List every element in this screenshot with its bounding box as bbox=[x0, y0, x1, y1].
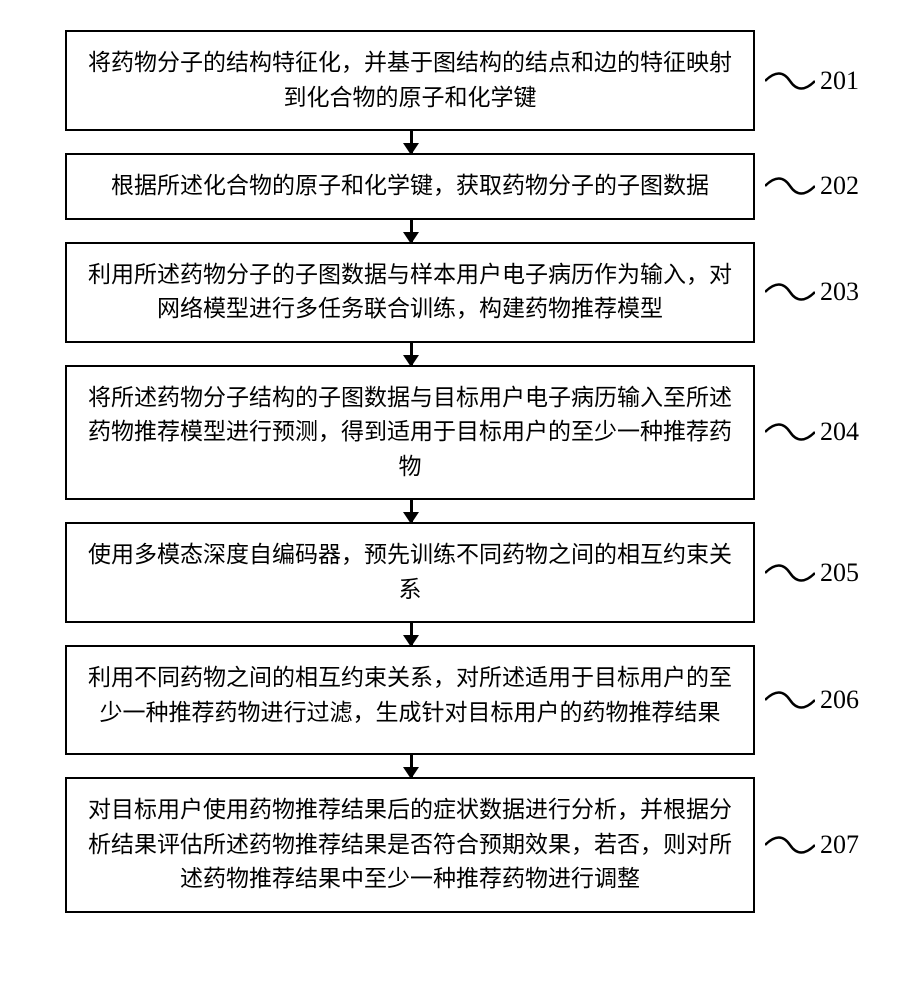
flow-arrow bbox=[410, 755, 413, 777]
connector-curve bbox=[765, 417, 815, 447]
step-label-207: 207 bbox=[765, 830, 881, 860]
step-box-201: 将药物分子的结构特征化，并基于图结构的结点和边的特征映射到化合物的原子和化学键 bbox=[65, 30, 755, 131]
flowchart-container: 将药物分子的结构特征化，并基于图结构的结点和边的特征映射到化合物的原子和化学键 … bbox=[20, 30, 881, 913]
step-label-202: 202 bbox=[765, 171, 881, 201]
step-number: 206 bbox=[820, 685, 859, 715]
step-label-206: 206 bbox=[765, 685, 881, 715]
step-row: 利用不同药物之间的相互约束关系，对所述适用于目标用户的至少一种推荐药物进行过滤，… bbox=[20, 645, 881, 755]
step-box-207: 对目标用户使用药物推荐结果后的症状数据进行分析，并根据分析结果评估所述药物推荐结… bbox=[65, 777, 755, 913]
flow-arrow bbox=[410, 343, 413, 365]
step-box-205: 使用多模态深度自编码器，预先训练不同药物之间的相互约束关系 bbox=[65, 522, 755, 623]
step-box-202: 根据所述化合物的原子和化学键，获取药物分子的子图数据 bbox=[65, 153, 755, 220]
step-label-205: 205 bbox=[765, 558, 881, 588]
step-box-203: 利用所述药物分子的子图数据与样本用户电子病历作为输入，对网络模型进行多任务联合训… bbox=[65, 242, 755, 343]
step-row: 使用多模态深度自编码器，预先训练不同药物之间的相互约束关系 205 bbox=[20, 522, 881, 623]
step-row: 利用所述药物分子的子图数据与样本用户电子病历作为输入，对网络模型进行多任务联合训… bbox=[20, 242, 881, 343]
step-number: 207 bbox=[820, 830, 859, 860]
step-number: 205 bbox=[820, 558, 859, 588]
flow-arrow bbox=[410, 623, 413, 645]
step-row: 根据所述化合物的原子和化学键，获取药物分子的子图数据 202 bbox=[20, 153, 881, 220]
connector-curve bbox=[765, 66, 815, 96]
step-box-206: 利用不同药物之间的相互约束关系，对所述适用于目标用户的至少一种推荐药物进行过滤，… bbox=[65, 645, 755, 755]
step-row: 将药物分子的结构特征化，并基于图结构的结点和边的特征映射到化合物的原子和化学键 … bbox=[20, 30, 881, 131]
step-number: 204 bbox=[820, 417, 859, 447]
step-label-203: 203 bbox=[765, 277, 881, 307]
step-label-201: 201 bbox=[765, 66, 881, 96]
step-number: 203 bbox=[820, 277, 859, 307]
flow-arrow bbox=[410, 500, 413, 522]
step-label-204: 204 bbox=[765, 417, 881, 447]
connector-curve bbox=[765, 277, 815, 307]
connector-curve bbox=[765, 171, 815, 201]
step-row: 将所述药物分子结构的子图数据与目标用户电子病历输入至所述药物推荐模型进行预测，得… bbox=[20, 365, 881, 501]
step-row: 对目标用户使用药物推荐结果后的症状数据进行分析，并根据分析结果评估所述药物推荐结… bbox=[20, 777, 881, 913]
connector-curve bbox=[765, 830, 815, 860]
step-box-204: 将所述药物分子结构的子图数据与目标用户电子病历输入至所述药物推荐模型进行预测，得… bbox=[65, 365, 755, 501]
flow-arrow bbox=[410, 131, 413, 153]
connector-curve bbox=[765, 685, 815, 715]
connector-curve bbox=[765, 558, 815, 588]
step-number: 201 bbox=[820, 66, 859, 96]
step-number: 202 bbox=[820, 171, 859, 201]
flow-arrow bbox=[410, 220, 413, 242]
